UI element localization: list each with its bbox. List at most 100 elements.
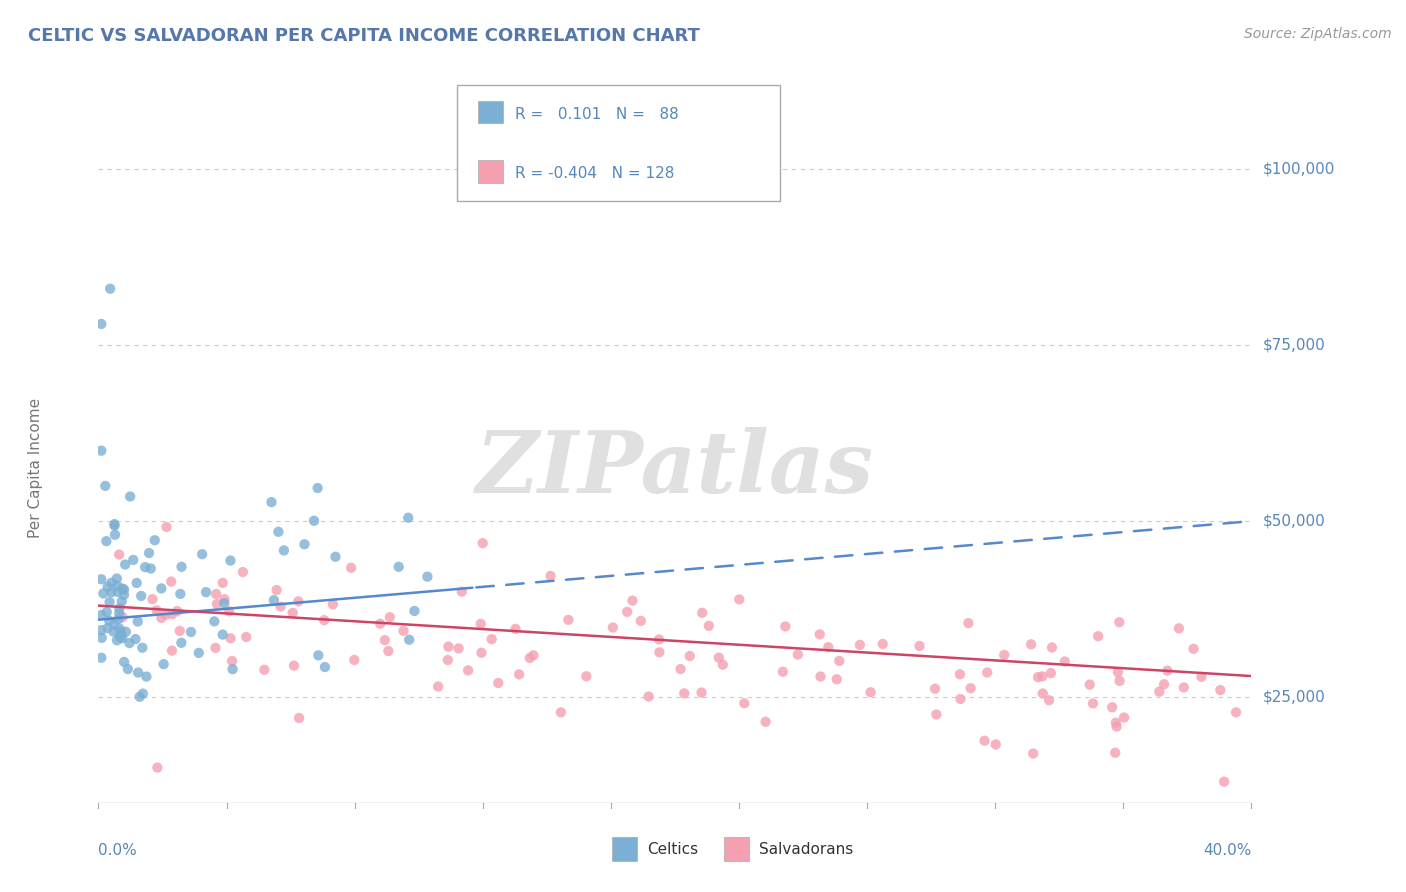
- Point: [117, 662, 139, 676]
- Point: [120, 490, 142, 504]
- Point: [1019, 637, 1042, 651]
- Point: [1149, 684, 1171, 698]
- Point: [202, 615, 225, 629]
- Point: [1039, 666, 1062, 681]
- Point: [733, 696, 755, 710]
- Point: [211, 627, 233, 641]
- Point: [90, 607, 112, 622]
- Point: [204, 640, 226, 655]
- Point: [728, 592, 751, 607]
- Point: [105, 572, 128, 586]
- Point: [1105, 715, 1128, 730]
- Point: [1108, 615, 1130, 630]
- Point: [195, 585, 218, 599]
- Point: [924, 681, 946, 696]
- Point: [755, 714, 778, 729]
- Point: [104, 528, 127, 542]
- Point: [191, 547, 214, 561]
- Point: [314, 660, 336, 674]
- Text: $75,000: $75,000: [1263, 337, 1326, 352]
- Point: [984, 738, 1007, 752]
- Point: [925, 707, 948, 722]
- Point: [273, 543, 295, 558]
- Point: [1168, 621, 1191, 635]
- Point: [775, 619, 797, 633]
- Point: [1153, 677, 1175, 691]
- Point: [187, 646, 209, 660]
- Point: [481, 632, 503, 647]
- Point: [180, 624, 202, 639]
- Point: [378, 610, 401, 624]
- Text: Celtics: Celtics: [647, 842, 697, 856]
- Point: [1032, 686, 1054, 700]
- Point: [214, 592, 236, 607]
- Point: [122, 553, 145, 567]
- Point: [260, 495, 283, 509]
- Point: [616, 605, 638, 619]
- Point: [392, 624, 415, 638]
- Point: [128, 690, 150, 704]
- Point: [859, 685, 882, 699]
- Point: [669, 662, 692, 676]
- Point: [437, 640, 460, 654]
- Point: [908, 639, 931, 653]
- Point: [141, 592, 163, 607]
- Point: [621, 593, 644, 607]
- Point: [690, 685, 713, 699]
- Point: [287, 594, 309, 608]
- Point: [211, 575, 233, 590]
- Point: [94, 479, 117, 493]
- Point: [135, 670, 157, 684]
- Point: [288, 711, 311, 725]
- Point: [522, 648, 544, 663]
- Point: [973, 733, 995, 747]
- Point: [294, 537, 316, 551]
- Point: [221, 654, 243, 668]
- Point: [111, 594, 134, 608]
- Point: [673, 686, 696, 700]
- Point: [166, 604, 188, 618]
- Point: [1031, 669, 1053, 683]
- Point: [976, 665, 998, 680]
- Point: [132, 687, 155, 701]
- Point: [145, 603, 167, 617]
- Text: R = -0.404   N = 128: R = -0.404 N = 128: [515, 167, 673, 181]
- Point: [90, 443, 112, 458]
- Point: [302, 514, 325, 528]
- Point: [1101, 700, 1123, 714]
- Point: [697, 619, 720, 633]
- Point: [1105, 720, 1128, 734]
- Text: $25,000: $25,000: [1263, 690, 1326, 705]
- Point: [457, 664, 479, 678]
- Point: [508, 667, 530, 681]
- Point: [1225, 706, 1247, 720]
- Point: [98, 614, 121, 628]
- Point: [519, 651, 541, 665]
- Point: [134, 560, 156, 574]
- Point: [103, 518, 125, 533]
- Point: [679, 648, 702, 663]
- Point: [143, 533, 166, 548]
- Point: [214, 596, 236, 610]
- Point: [221, 662, 243, 676]
- Point: [1213, 774, 1236, 789]
- Text: $100,000: $100,000: [1263, 161, 1334, 177]
- Point: [107, 612, 129, 626]
- Point: [96, 621, 118, 635]
- Point: [112, 582, 135, 597]
- Point: [129, 589, 152, 603]
- Point: [828, 654, 851, 668]
- Point: [470, 616, 492, 631]
- Point: [398, 632, 420, 647]
- Point: [111, 610, 134, 624]
- Point: [110, 631, 132, 645]
- Point: [1053, 655, 1076, 669]
- Point: [550, 706, 572, 720]
- Point: [125, 576, 148, 591]
- Point: [170, 636, 193, 650]
- Point: [690, 606, 713, 620]
- Point: [307, 648, 329, 663]
- Point: [155, 607, 177, 622]
- Point: [105, 633, 128, 648]
- Point: [90, 572, 112, 586]
